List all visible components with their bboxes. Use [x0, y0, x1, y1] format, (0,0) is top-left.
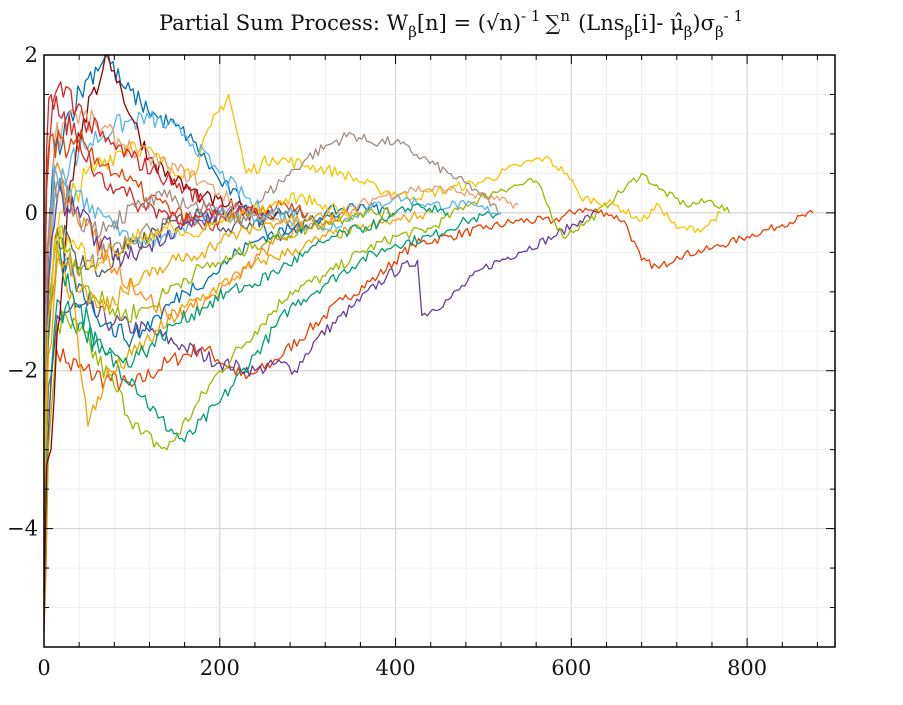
chart-title: Partial Sum Process: Wβ[n] = (√n)- 1 ∑n (L…	[159, 7, 743, 41]
x-tick-label: 200	[200, 656, 240, 680]
series-line-6	[43, 131, 502, 466]
x-tick-label: 400	[376, 656, 416, 680]
series-line-13	[43, 207, 309, 419]
grid	[44, 55, 835, 647]
series-line-15	[43, 211, 343, 474]
series-line-12	[43, 81, 265, 371]
series-line-14	[43, 162, 361, 482]
series-line-22	[43, 93, 221, 332]
series-lines	[43, 54, 814, 632]
series-line-21	[43, 191, 353, 490]
plot-frame	[43, 54, 836, 648]
tick-labels: 0 200 400 600 800 −4 −2 0 2	[7, 43, 767, 680]
x-tick-label: 0	[37, 656, 50, 680]
axis-ticks	[44, 55, 835, 647]
y-tick-label: −2	[7, 359, 38, 383]
series-line-23	[43, 177, 273, 371]
y-tick-label: 2	[25, 43, 38, 67]
series-line-24	[43, 210, 335, 442]
series-line-17	[43, 129, 309, 355]
series-line-1	[43, 207, 814, 632]
series-line-4	[43, 211, 502, 529]
series-line-11	[43, 108, 519, 403]
series-line-16	[43, 203, 449, 458]
series-line-5	[43, 93, 721, 513]
y-tick-label: 0	[25, 201, 38, 225]
series-line-18	[43, 206, 397, 427]
series-line-7	[43, 54, 396, 450]
series-line-2	[43, 210, 599, 592]
y-tick-label: −4	[7, 517, 38, 541]
x-tick-label: 800	[727, 656, 767, 680]
x-tick-label: 600	[551, 656, 591, 680]
series-line-3	[43, 172, 731, 616]
